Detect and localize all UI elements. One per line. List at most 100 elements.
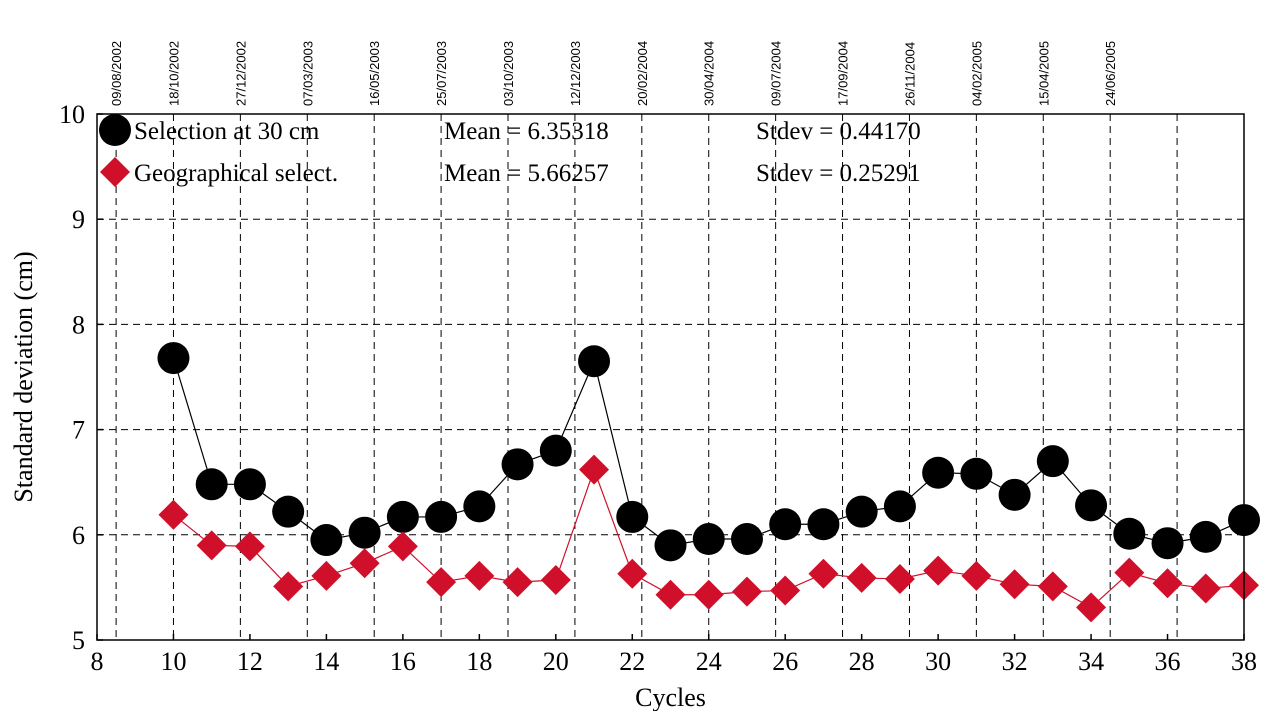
data-point [1036, 445, 1069, 478]
y-tick-label: 9 [72, 205, 85, 234]
x-tick-label: 10 [160, 647, 186, 676]
legend-mean: Mean = 6.35318 [444, 118, 609, 145]
data-point [883, 490, 916, 523]
top-date-label: 07/03/2003 [300, 41, 315, 106]
plot-frame [96, 113, 1245, 641]
data-point [233, 468, 266, 501]
data-point [273, 571, 304, 602]
data-point [158, 499, 189, 530]
data-point [196, 530, 227, 561]
data-point [654, 529, 687, 562]
top-date-axis: 09/08/2002 18/10/2002 27/12/2002 07/03/2003… [109, 41, 1118, 106]
x-tick-label: 18 [466, 647, 492, 676]
data-point [884, 563, 915, 594]
x-tick-label: 38 [1231, 647, 1257, 676]
top-date-label: 03/10/2003 [501, 41, 516, 106]
data-point [1075, 489, 1108, 522]
top-date-label: 30/04/2004 [702, 41, 717, 106]
top-date-label: 15/04/2005 [1036, 41, 1051, 106]
data-point [425, 500, 458, 533]
data-point [655, 579, 686, 610]
x-tick-label: 12 [237, 647, 263, 676]
data-point [311, 560, 342, 591]
top-date-label: 20/02/2004 [635, 41, 650, 106]
x-axis-title: Cycles [635, 683, 706, 711]
top-date-label: 09/08/2002 [109, 41, 124, 106]
data-point [386, 500, 419, 533]
x-tick-label: 22 [619, 647, 645, 676]
data-point [426, 567, 457, 598]
y-tick-label: 5 [72, 626, 85, 655]
data-point [195, 468, 228, 501]
legend-mean: Mean = 5.66257 [444, 160, 609, 187]
data-point [1037, 571, 1068, 602]
x-tick-label: 36 [1155, 647, 1181, 676]
data-point [693, 579, 724, 610]
data-point [579, 454, 610, 485]
x-tick-label: 24 [696, 647, 722, 676]
data-point [310, 524, 343, 557]
data-point [961, 560, 992, 591]
data-point [539, 434, 572, 467]
y-tick-label: 10 [59, 100, 85, 129]
legend: Selection at 30 cm Mean = 6.35318 Stdev = … [99, 114, 921, 187]
legend-marker [100, 157, 130, 187]
data-point [770, 575, 801, 606]
data-point [349, 548, 380, 579]
series-1 [157, 342, 1260, 562]
x-tick-label: 30 [925, 647, 951, 676]
data-point [960, 457, 993, 490]
data-point [617, 558, 648, 589]
top-date-label: 09/07/2004 [769, 41, 784, 106]
data-point [502, 567, 533, 598]
axis-ticks: 8 10 12 14 16 18 20 22 24 26 28 30 32 34 36 38 5 6 7 8 9 10 [59, 100, 1257, 676]
y-tick-label: 8 [72, 310, 85, 339]
top-date-label: 27/12/2002 [233, 41, 248, 106]
data-point [540, 565, 571, 596]
data-point [1113, 517, 1146, 550]
data-point [807, 508, 840, 541]
data-point [501, 448, 534, 481]
data-point [845, 495, 878, 528]
x-tick-label: 14 [313, 647, 339, 676]
top-date-label: 04/02/2005 [969, 41, 984, 106]
data-point [463, 490, 496, 523]
legend-marker [99, 114, 131, 146]
data-point [1189, 520, 1222, 553]
top-date-label: 26/11/2004 [902, 42, 917, 106]
data-point [1151, 527, 1184, 560]
top-date-label: 24/06/2005 [1103, 41, 1118, 106]
top-date-label: 18/10/2002 [166, 41, 181, 106]
data-point [234, 531, 265, 562]
y-tick-label: 7 [72, 416, 85, 445]
x-tick-label: 8 [91, 647, 104, 676]
data-point [1190, 573, 1221, 604]
y-axis-title: Standard deviation (cm) [9, 251, 38, 502]
data-point [922, 456, 955, 489]
y-tick-label: 6 [72, 521, 85, 550]
data-point [1114, 557, 1145, 588]
x-tick-label: 20 [543, 647, 569, 676]
top-date-label: 12/12/2003 [568, 41, 583, 106]
data-point [1152, 568, 1183, 599]
x-tick-label: 26 [772, 647, 798, 676]
top-date-label: 16/05/2003 [367, 41, 382, 106]
series-2 [158, 454, 1259, 623]
data-point [731, 576, 762, 607]
legend-stdev: Stdev = 0.44170 [756, 118, 921, 145]
top-date-label: 25/07/2003 [434, 41, 449, 106]
data-point [769, 508, 802, 541]
data-point [272, 495, 305, 528]
data-point [998, 478, 1031, 511]
data-point [846, 562, 877, 593]
x-tick-label: 28 [849, 647, 875, 676]
legend-label: Geographical select. [134, 160, 338, 187]
x-tick-label: 32 [1002, 647, 1028, 676]
data-point [1076, 592, 1107, 623]
data-point [464, 560, 495, 591]
data-point [730, 523, 763, 556]
data-point [157, 342, 190, 375]
legend-stdev: Stdev = 0.25291 [756, 160, 921, 187]
data-point [616, 500, 649, 533]
